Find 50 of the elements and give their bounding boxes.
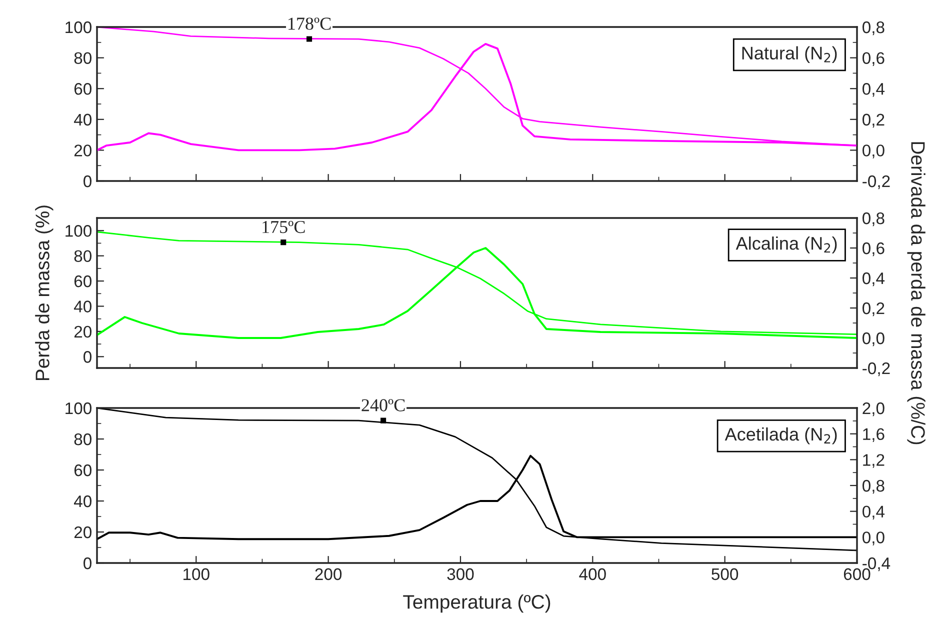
y2-tick-label: 0,6 bbox=[862, 242, 884, 256]
y-tick-label: 40 bbox=[74, 300, 92, 312]
x-tick-label: 300 bbox=[447, 568, 474, 580]
x-tick-label: 200 bbox=[315, 568, 342, 580]
y-axis-title: Perda de massa (%) bbox=[35, 206, 54, 380]
annotation: 178ºC bbox=[288, 18, 331, 30]
y-tick-label: 60 bbox=[74, 464, 92, 476]
y-tick-label: 80 bbox=[74, 433, 92, 446]
y2-tick-label: 0,8 bbox=[862, 212, 884, 226]
y2-tick-label: 0,4 bbox=[862, 506, 885, 520]
y2-tick-label: 0,2 bbox=[862, 114, 884, 128]
y2-tick-label: 0,0 bbox=[862, 144, 884, 158]
y-tick-label: 60 bbox=[74, 83, 92, 95]
annotation: Alcalina (N$_{2}$) bbox=[736, 236, 837, 254]
y-tick-label: 40 bbox=[74, 495, 92, 508]
y2-tick-label: 0,6 bbox=[862, 52, 884, 66]
annotation: 240ºC bbox=[362, 399, 405, 412]
y-tick-label: 0 bbox=[84, 557, 92, 570]
y-tick-label: 100 bbox=[66, 225, 92, 237]
y-tick-label: 100 bbox=[66, 21, 92, 34]
y2-tick-label: 0,2 bbox=[862, 302, 884, 316]
y-tick-label: 100 bbox=[66, 402, 92, 414]
y-tick-label: 80 bbox=[74, 52, 92, 64]
y-tick-label: 20 bbox=[74, 526, 92, 538]
x-tick-label: 100 bbox=[184, 568, 210, 580]
y2-tick-label: 1,2 bbox=[863, 454, 884, 468]
x-tick-label: 500 bbox=[712, 568, 738, 580]
y-tick-label: 20 bbox=[74, 326, 92, 338]
y-tick-label: 40 bbox=[74, 114, 92, 126]
y2-tick-label: 0,4 bbox=[862, 272, 885, 286]
y2-tick-label: -0,2 bbox=[862, 175, 890, 190]
annotation: Acetilada (N$_{2}$) bbox=[724, 427, 837, 444]
annotation: Natural (N$_{2}$) bbox=[742, 46, 837, 64]
x-tick-label: 400 bbox=[579, 568, 606, 580]
y2-tick-label: 2,0 bbox=[862, 402, 884, 416]
y2-tick-label: 0,8 bbox=[862, 21, 884, 36]
y-tick-label: 80 bbox=[74, 250, 92, 262]
y-tick-label: 0 bbox=[84, 351, 92, 363]
y2-axis-title: Derivada da perda de massa (%/C) bbox=[907, 142, 926, 444]
y2-tick-label: 0,0 bbox=[862, 332, 884, 346]
y2-tick-label: -0,2 bbox=[862, 362, 890, 376]
y-tick-label: 0 bbox=[84, 175, 92, 188]
y-tick-label: 20 bbox=[74, 144, 92, 156]
x-axis-title: Temperatura (ºC) bbox=[403, 594, 550, 613]
y-tick-label: 60 bbox=[74, 275, 92, 288]
annotation: 175ºC bbox=[262, 220, 305, 234]
y2-tick-label: 0,4 bbox=[862, 83, 885, 97]
y2-tick-label: 1,6 bbox=[863, 428, 884, 442]
y2-tick-label: 0,0 bbox=[862, 532, 884, 546]
y2-tick-label: 0,8 bbox=[862, 480, 884, 494]
